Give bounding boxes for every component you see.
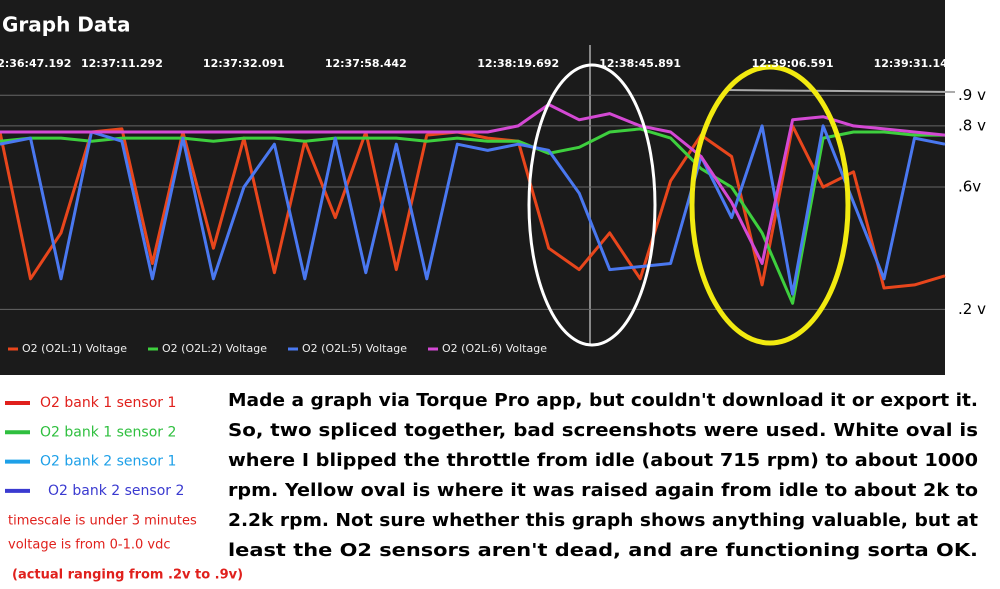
x-tick-label: 12:37:58.442 xyxy=(325,57,407,70)
note: (actual ranging from .2v to .9v) xyxy=(12,568,243,583)
x-tick-label: 12:38:19.692 xyxy=(477,57,559,70)
note: voltage is from 0-1.0 vdc xyxy=(8,538,170,553)
yellow-oval xyxy=(689,64,851,346)
chart-title: Graph Data xyxy=(2,13,130,37)
x-tick-label: 12:39:06.591 xyxy=(752,57,834,70)
legend-label: O2 (O2L:6) Voltage xyxy=(442,342,547,355)
description-line: 2.2k rpm. Not sure whether this graph sh… xyxy=(228,510,978,531)
x-tick-label: 12:37:32.091 xyxy=(203,57,285,70)
x-tick-label: 12:37:11.292 xyxy=(81,57,163,70)
pointer-line xyxy=(725,89,956,93)
series-line xyxy=(0,124,946,296)
x-tick-label: 12:39:31.141 xyxy=(874,57,956,70)
plot xyxy=(0,94,946,310)
y-tick-label: .9 v xyxy=(958,86,986,104)
y-tick-label: .8 v xyxy=(958,116,986,134)
description-line: Made a graph via Torque Pro app, but cou… xyxy=(228,390,978,411)
legend-label: O2 (O2L:5) Voltage xyxy=(302,342,407,355)
legend-note: O2 bank 1 sensor 1 xyxy=(40,395,176,411)
series-line xyxy=(0,124,946,290)
legend-label: O2 (O2L:1) Voltage xyxy=(22,342,127,355)
x-tick-label: 12:36:47.192 xyxy=(0,57,71,70)
description-line: where I blipped the throttle from idle (… xyxy=(228,450,978,471)
description-line: So, two spliced together, bad screenshot… xyxy=(228,420,978,441)
white-oval xyxy=(527,63,657,347)
legend-label: O2 (O2L:2) Voltage xyxy=(162,342,267,355)
legend-note: O2 bank 1 sensor 2 xyxy=(40,424,176,440)
description-line: least the O2 sensors aren't dead, and ar… xyxy=(228,540,978,561)
series-line xyxy=(0,103,946,265)
x-tick-label: 12:38:45.891 xyxy=(599,57,681,70)
note: timescale is under 3 minutes xyxy=(8,514,197,529)
legend-note: O2 bank 2 sensor 1 xyxy=(40,454,176,470)
legend-note: O2 bank 2 sensor 2 xyxy=(48,483,184,499)
y-tick-label: .6v xyxy=(958,178,981,196)
series-line xyxy=(0,127,945,305)
y-tick-label: .2 v xyxy=(958,300,986,318)
description-line: rpm. Yellow oval is where it was raised … xyxy=(228,480,978,501)
